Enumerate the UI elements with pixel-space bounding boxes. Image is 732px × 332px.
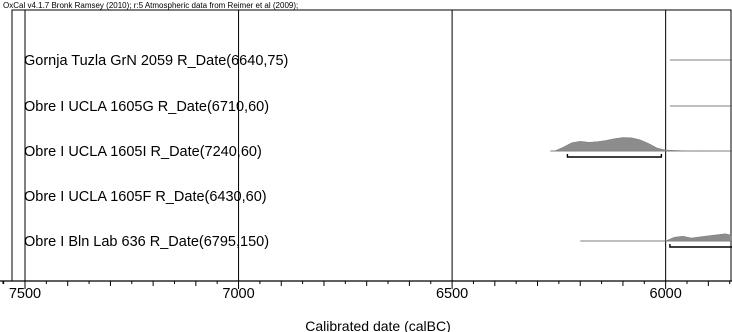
probability-distribution	[554, 137, 709, 152]
sample-label: Obre I UCLA 1605I R_Date(7240,60)	[24, 144, 262, 160]
x-tick-label-7500: 7500	[9, 286, 41, 302]
x-axis-title: Calibrated date (calBC)	[305, 318, 451, 332]
sample-row: Obre I UCLA 1605I R_Date(7240,60)	[24, 137, 732, 160]
sample-label: Obre I UCLA 1605F R_Date(6430,60)	[24, 189, 267, 205]
oxcal-header-caption: OxCal v4.1.7 Bronk Ramsey (2010); r:5 At…	[3, 1, 299, 10]
grid-lines	[11, 9, 732, 282]
sample-row: Gornja Tuzla GrN 2059 R_Date(6640,75)	[24, 53, 732, 69]
probability-distribution	[665, 233, 732, 242]
hpd-range-bracket	[566, 154, 663, 158]
sample-label: Gornja Tuzla GrN 2059 R_Date(6640,75)	[24, 53, 288, 69]
sample-row: Obre I UCLA 1605G R_Date(6710,60)	[24, 99, 732, 115]
sample-row: Obre I Bln Lab 636 R_Date(6795,150)	[24, 233, 732, 250]
sample-label: Obre I Bln Lab 636 R_Date(6795,150)	[24, 234, 269, 250]
hpd-range-bracket	[669, 244, 732, 248]
x-tick-label-7000: 7000	[222, 286, 254, 302]
sample-row: Obre I UCLA 1605F R_Date(6430,60)	[24, 189, 267, 205]
x-tick-label-6000: 6000	[650, 286, 682, 302]
x-axis: 7500700065006000550050004500	[0, 280, 732, 302]
sample-rows: Gornja Tuzla GrN 2059 R_Date(6640,75) Obr…	[24, 53, 732, 250]
sample-label: Obre I UCLA 1605G R_Date(6710,60)	[24, 99, 269, 115]
x-tick-label-6500: 6500	[436, 286, 468, 302]
